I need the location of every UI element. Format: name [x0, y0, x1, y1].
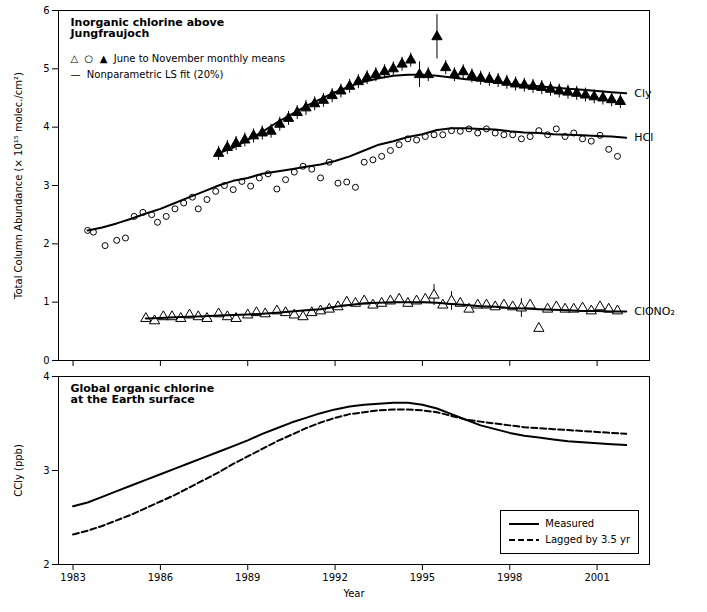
svg-text:ClONO₂: ClONO₂ — [634, 305, 675, 318]
svg-text:2: 2 — [43, 559, 49, 570]
svg-text:1998: 1998 — [497, 572, 522, 583]
svg-text:6: 6 — [43, 5, 49, 16]
svg-text:2001: 2001 — [584, 572, 609, 583]
svg-text:1: 1 — [43, 296, 49, 307]
svg-text:Total Column Abundance (× 10¹⁵: Total Column Abundance (× 10¹⁵ molec./cm… — [13, 72, 24, 300]
svg-text:2: 2 — [43, 238, 49, 249]
svg-text:4: 4 — [43, 121, 49, 132]
svg-text:1995: 1995 — [410, 572, 435, 583]
svg-text:1992: 1992 — [322, 572, 347, 583]
html-text:Lagged by 3.5 yr: Lagged by 3.5 yr — [545, 534, 630, 545]
svg-text:1986: 1986 — [148, 572, 173, 583]
svg-text:0: 0 — [43, 355, 49, 366]
svg-text:3: 3 — [43, 465, 49, 476]
svg-text:HCl: HCl — [634, 131, 653, 144]
svg-text:Global organic chlorineat the: Global organic chlorineat the Earth surf… — [71, 382, 215, 406]
svg-text:Year: Year — [342, 588, 365, 599]
svg-text:CCly (ppb): CCly (ppb) — [13, 444, 24, 497]
svg-text:1989: 1989 — [235, 572, 260, 583]
svg-text:Inorganic chlorine aboveJungfr: Inorganic chlorine aboveJungfraujoch — [70, 16, 225, 40]
svg-text:1983: 1983 — [60, 572, 85, 583]
html-text:Measured: Measured — [545, 518, 595, 529]
svg-text:△ ○ ▲ June to November mont: △ ○ ▲ June to November monthly means — [71, 53, 285, 64]
svg-text:4: 4 — [43, 372, 49, 382]
svg-text:— Nonparametric LS fit (20%): — Nonparametric LS fit (20%) — [71, 69, 224, 80]
svg-text:5: 5 — [43, 63, 49, 74]
svg-text:3: 3 — [43, 180, 49, 191]
svg-text:Cly: Cly — [634, 86, 652, 100]
